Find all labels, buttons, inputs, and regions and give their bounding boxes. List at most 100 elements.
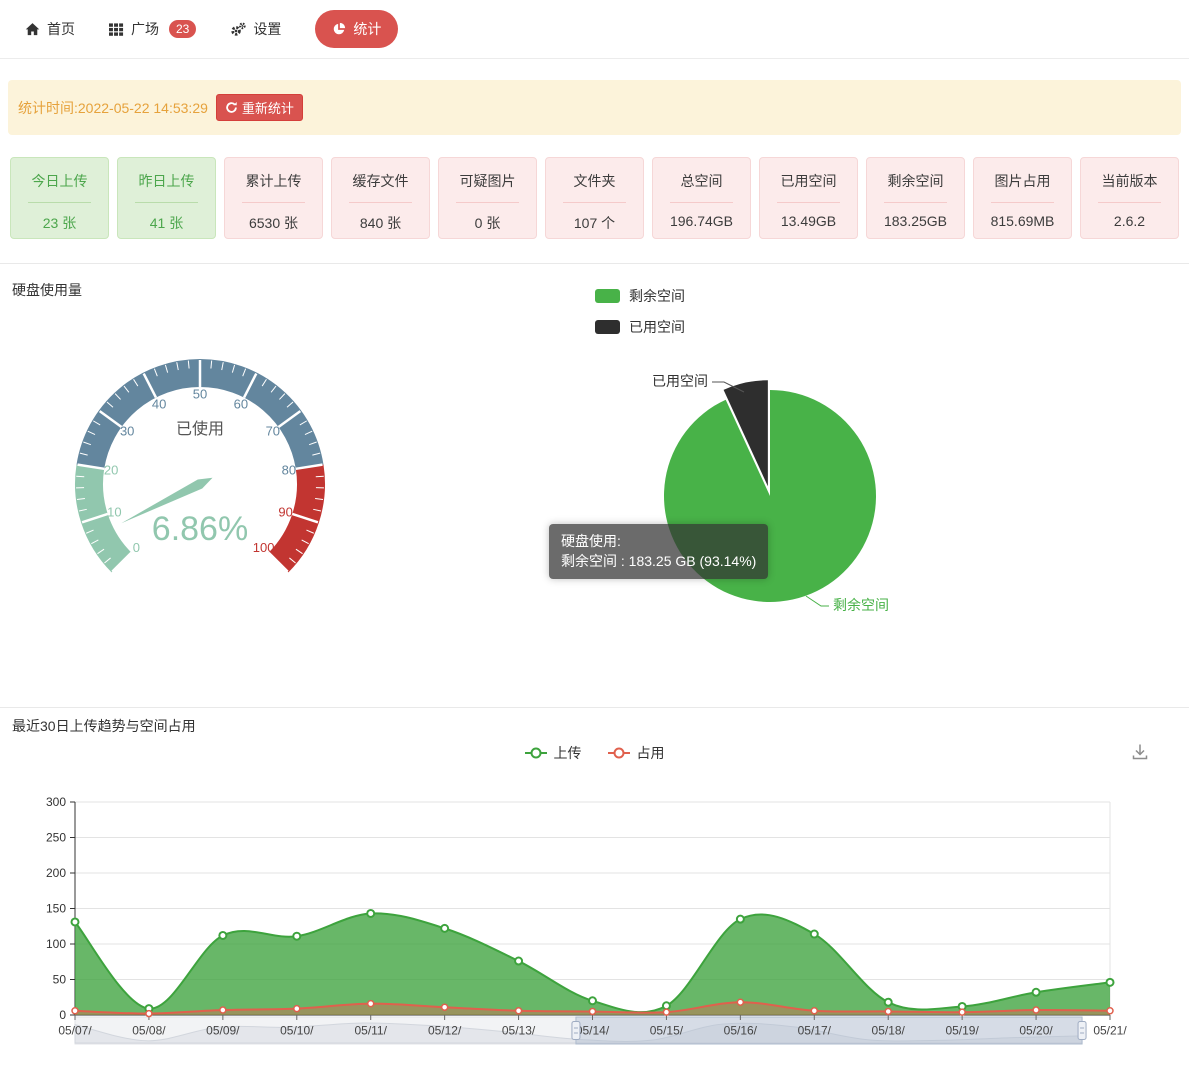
stat-card-title: 当前版本	[1081, 171, 1178, 191]
stat-card-value: 815.69MB	[974, 213, 1071, 229]
stat-card-title: 已用空间	[760, 171, 857, 191]
nav-item-label: 广场	[131, 19, 159, 39]
legend-label: 占用	[637, 743, 665, 763]
stat-card-divider	[991, 202, 1053, 203]
pie-legend-item-剩余空间[interactable]: 剩余空间	[595, 286, 685, 306]
data-point-上传[interactable]	[885, 999, 892, 1006]
refresh-icon	[225, 101, 238, 114]
x-axis-tick-label: 05/15/	[650, 1024, 684, 1038]
data-point-占用[interactable]	[1033, 1007, 1039, 1013]
trend-legend-item-占用[interactable]: 占用	[608, 743, 665, 763]
stat-card-value: 0 张	[439, 213, 536, 233]
data-point-占用[interactable]	[146, 1011, 152, 1017]
data-point-上传[interactable]	[367, 910, 374, 917]
nav-item-label: 统计	[353, 19, 381, 39]
stat-card-divider	[777, 202, 839, 203]
data-point-占用[interactable]	[663, 1009, 669, 1015]
stat-card-5: 可疑图片 0 张	[438, 157, 537, 239]
pie-tooltip-value: 剩余空间 : 183.25 GB (93.14%)	[561, 551, 756, 571]
gauge-title: 已使用	[176, 420, 224, 438]
stat-card-value: 6530 张	[225, 213, 322, 233]
stat-card-title: 图片占用	[974, 171, 1071, 191]
stat-card-divider	[563, 202, 625, 203]
data-point-上传[interactable]	[589, 997, 596, 1004]
stat-card-title: 累计上传	[225, 171, 322, 191]
data-point-占用[interactable]	[368, 1001, 374, 1007]
pie-legend-item-已用空间[interactable]: 已用空间	[595, 317, 685, 337]
data-point-占用[interactable]	[1107, 1008, 1113, 1014]
trend-legend-item-上传[interactable]: 上传	[525, 743, 582, 763]
data-point-上传[interactable]	[72, 918, 79, 925]
data-point-占用[interactable]	[294, 1006, 300, 1012]
nav-item-pie[interactable]: 统计	[315, 10, 398, 48]
stat-card-title: 昨日上传	[118, 171, 215, 191]
pie-chart-icon	[332, 22, 346, 36]
x-axis-tick-label: 05/11/	[354, 1024, 387, 1038]
datazoom-handle-right[interactable]	[1078, 1022, 1086, 1040]
stat-card-value: 196.74GB	[653, 213, 750, 229]
home-icon	[25, 22, 40, 37]
data-point-占用[interactable]	[885, 1008, 891, 1014]
stat-card-divider	[135, 202, 197, 203]
nav-item-gears[interactable]: 设置	[230, 19, 281, 39]
data-point-占用[interactable]	[220, 1007, 226, 1013]
gauge-tick-label: 90	[278, 504, 292, 519]
datazoom-handle-left[interactable]	[572, 1022, 580, 1040]
data-point-上传[interactable]	[293, 933, 300, 940]
refresh-stats-button[interactable]: 重新统计	[216, 94, 303, 121]
legend-label: 上传	[554, 743, 582, 763]
data-point-占用[interactable]	[590, 1008, 596, 1014]
x-axis-tick-label: 05/12/	[428, 1024, 462, 1038]
trend-section-title: 最近30日上传趋势与空间占用	[12, 716, 196, 736]
data-point-占用[interactable]	[811, 1008, 817, 1014]
data-point-上传[interactable]	[737, 916, 744, 923]
stats-time: 统计时间:2022-05-22 14:53:29	[18, 98, 208, 118]
data-point-上传[interactable]	[663, 1002, 670, 1009]
data-point-上传[interactable]	[219, 932, 226, 939]
stat-card-divider	[28, 202, 90, 203]
save-image-icon[interactable]	[1130, 742, 1150, 762]
stat-card-divider	[349, 202, 411, 203]
stat-card-divider	[670, 202, 732, 203]
data-point-上传[interactable]	[811, 931, 818, 938]
y-axis-tick-label: 100	[46, 937, 66, 951]
nav-item-home[interactable]: 首页	[25, 19, 75, 39]
data-point-占用[interactable]	[442, 1004, 448, 1010]
trend-legend: 上传 占用	[0, 743, 1189, 763]
gauge-tick-label: 40	[152, 396, 166, 411]
gauge-tick-label: 30	[120, 424, 134, 439]
data-point-上传[interactable]	[1033, 989, 1040, 996]
data-point-上传[interactable]	[515, 958, 522, 965]
stat-card-value: 107 个	[546, 213, 643, 233]
gauge-tick-label: 60	[234, 396, 248, 411]
x-axis-tick-label: 05/18/	[872, 1024, 906, 1038]
data-point-上传[interactable]	[1107, 979, 1114, 986]
gauge-tick-label: 100	[253, 540, 275, 555]
data-point-占用[interactable]	[72, 1008, 78, 1014]
x-axis-tick-label: 05/13/	[502, 1024, 536, 1038]
legend-label: 剩余空间	[629, 286, 685, 306]
data-point-占用[interactable]	[737, 999, 743, 1005]
stat-card-title: 今日上传	[11, 171, 108, 191]
stat-card-title: 文件夹	[546, 171, 643, 191]
stat-card-title: 可疑图片	[439, 171, 536, 191]
stat-card-title: 总空间	[653, 171, 750, 191]
data-point-上传[interactable]	[441, 925, 448, 932]
gauge-tick-label: 50	[193, 387, 207, 402]
gauge-tick-label: 20	[104, 462, 118, 477]
data-point-占用[interactable]	[516, 1008, 522, 1014]
stat-card-7: 总空间 196.74GB	[652, 157, 751, 239]
stat-card-3: 累计上传 6530 张	[224, 157, 323, 239]
gauge-tick-label: 10	[107, 504, 121, 519]
legend-swatch	[595, 320, 620, 334]
x-axis-tick-label: 05/07/	[58, 1024, 92, 1038]
data-point-占用[interactable]	[959, 1009, 965, 1015]
